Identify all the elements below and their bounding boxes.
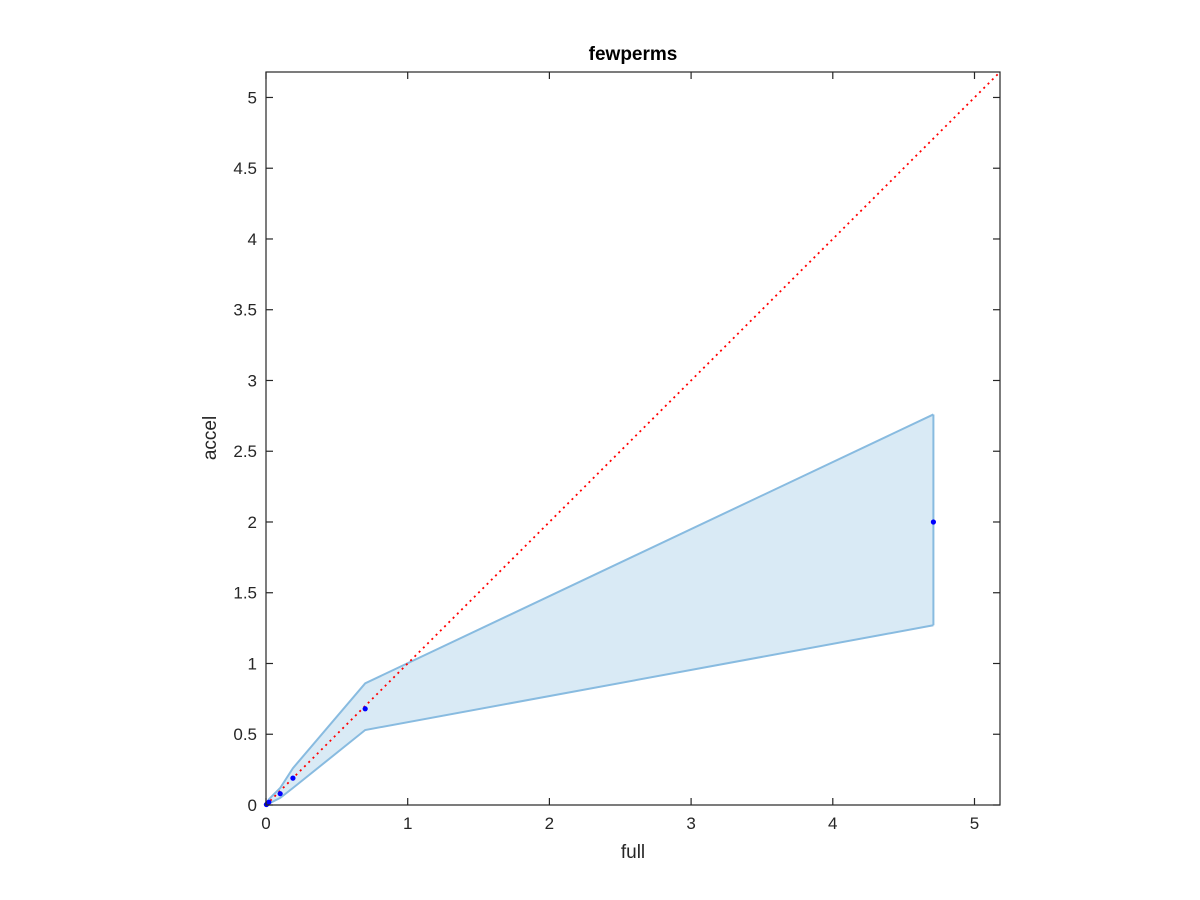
x-tick-label: 2 bbox=[545, 814, 554, 833]
x-tick-label: 3 bbox=[686, 814, 695, 833]
y-tick-label: 2 bbox=[248, 513, 257, 532]
x-axis-ticks: 0 1 2 3 4 5 bbox=[261, 72, 979, 833]
data-point bbox=[290, 775, 296, 781]
y-tick-label: 2.5 bbox=[233, 442, 257, 461]
chart-title: fewperms bbox=[589, 44, 678, 65]
axes-box bbox=[265, 71, 1001, 806]
x-tick-label: 1 bbox=[403, 814, 412, 833]
data-point bbox=[277, 791, 283, 797]
data-point bbox=[362, 706, 368, 712]
reference-line bbox=[265, 71, 1001, 806]
data-point bbox=[930, 519, 937, 525]
y-tick-label: 3.5 bbox=[233, 301, 257, 320]
y-tick-label: 0.5 bbox=[233, 725, 257, 744]
y-tick-label: 1 bbox=[248, 654, 257, 673]
x-axis-label: full bbox=[621, 842, 645, 863]
y-tick-label: 3 bbox=[248, 371, 257, 390]
x-tick-label: 5 bbox=[970, 814, 979, 833]
y-tick-label: 4.5 bbox=[233, 159, 257, 178]
y-tick-label: 5 bbox=[248, 88, 257, 107]
y-tick-label: 1.5 bbox=[233, 584, 257, 603]
data-point bbox=[266, 799, 272, 805]
band-fill bbox=[266, 414, 934, 805]
y-tick-label: 0 bbox=[248, 796, 257, 815]
y-tick-label: 4 bbox=[248, 230, 257, 249]
y-axis-ticks: 0 0.5 1 1.5 2 2.5 3 3.5 4 4.5 5 bbox=[233, 88, 1000, 815]
y-axis-label: accel bbox=[200, 416, 221, 460]
x-tick-label: 0 bbox=[261, 814, 270, 833]
x-tick-label: 4 bbox=[828, 814, 837, 833]
identity-line bbox=[265, 71, 1001, 806]
